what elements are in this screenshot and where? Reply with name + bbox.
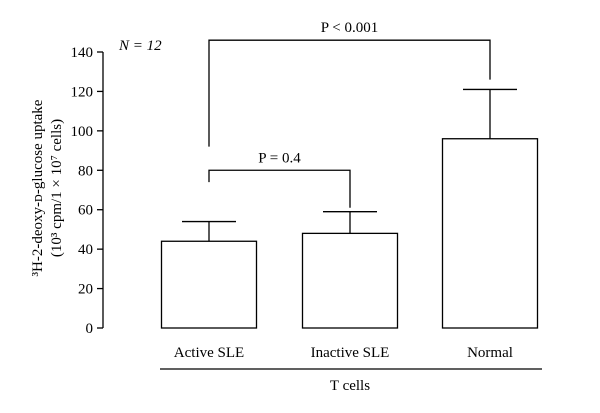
x-category-label-2: Normal	[467, 345, 513, 361]
x-category-label-0: Active SLE	[174, 345, 244, 361]
significance-bracket-0	[208, 39, 491, 147]
sample-size-label: N = 12	[118, 38, 162, 54]
y-tick-label-2: 40	[78, 242, 93, 258]
y-tick-label-6: 120	[71, 84, 94, 100]
y-tick-label-4: 80	[78, 163, 93, 179]
significance-label-1: P = 0.4	[258, 150, 301, 166]
bar-1	[301, 232, 399, 329]
bar-2	[441, 138, 539, 329]
plot-layer: 0 20 40 60 80 100 120 140 Active SLE Inactive SLE…	[71, 20, 542, 370]
group-label: T cells	[330, 378, 370, 394]
y-axis-title-line-1: ³H-2-deoxy-ᴅ-glucose uptake	[30, 99, 46, 276]
y-axis-title-line-2: (10³ cpm/1 × 10⁷ cells)	[49, 119, 65, 257]
x-category-label-1: Inactive SLE	[311, 345, 390, 361]
y-tick-label-7: 140	[71, 45, 94, 61]
significance-label-0: P < 0.001	[321, 20, 379, 36]
y-tick-label-0: 0	[86, 321, 94, 337]
y-tick-label-3: 60	[78, 203, 93, 219]
bar-0	[160, 240, 258, 329]
significance-bracket-1	[208, 169, 351, 208]
y-tick-label-5: 100	[71, 124, 94, 140]
y-tick-label-1: 20	[78, 282, 93, 298]
